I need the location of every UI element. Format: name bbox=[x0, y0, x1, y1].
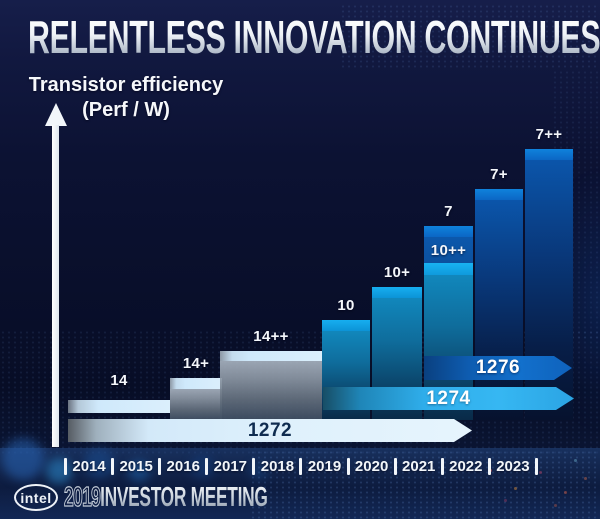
bar-cap bbox=[424, 226, 473, 237]
year-label: 2018 bbox=[260, 458, 295, 475]
y-axis-arrow-shaft bbox=[52, 125, 59, 447]
slide-title: RELENTLESS INNOVATION CONTINUES bbox=[28, 12, 600, 62]
axis-tick bbox=[111, 458, 115, 475]
bar-cap bbox=[475, 189, 523, 200]
year-label: 2016 bbox=[166, 458, 200, 475]
bar-14nm-plus-plus bbox=[220, 351, 322, 420]
process-band-label: 1274 bbox=[426, 387, 471, 409]
bar-cap bbox=[525, 149, 573, 160]
year-label: 2017 bbox=[213, 458, 248, 475]
year-label: 2021 bbox=[402, 458, 436, 475]
x-axis-years: 2014 2015 2016 2017 2018 2019 2020 2021 … bbox=[64, 457, 538, 476]
year-label: 2015 bbox=[119, 458, 153, 475]
bar-7nm-plus bbox=[475, 189, 523, 420]
circuit-texture bbox=[340, 4, 600, 70]
axis-tick bbox=[487, 458, 491, 475]
event-title: 2019INVESTOR MEETING bbox=[64, 481, 392, 512]
bar-cap bbox=[220, 351, 322, 361]
bokeh-glow bbox=[190, 455, 214, 479]
year-label: 2020 bbox=[354, 458, 389, 475]
y-axis-arrow-head-icon bbox=[45, 103, 67, 126]
node-label-14p: 14+ bbox=[182, 355, 210, 372]
axis-tick bbox=[534, 458, 538, 475]
bar-cap bbox=[424, 263, 473, 275]
node-label-10p: 10+ bbox=[383, 264, 411, 281]
bokeh-glow bbox=[46, 458, 72, 484]
bokeh-glow bbox=[2, 438, 44, 480]
event-year: 2019 bbox=[64, 481, 102, 512]
year-label: 2023 bbox=[496, 458, 530, 475]
axis-tick bbox=[299, 458, 303, 475]
bokeh-glow bbox=[128, 460, 150, 482]
axis-tick bbox=[64, 458, 67, 475]
y-axis-label: Transistor efficiency (Perf / W) bbox=[26, 73, 226, 123]
bar-body bbox=[525, 160, 573, 420]
bar-14nm bbox=[68, 400, 170, 413]
node-label-14: 14 bbox=[110, 372, 128, 389]
circuit-speckles bbox=[0, 0, 1, 1]
node-label-10: 10 bbox=[337, 297, 355, 314]
slide-title-text: RELENTLESS INNOVATION CONTINUES bbox=[28, 11, 600, 63]
process-band-1272: 1272 bbox=[68, 419, 472, 442]
bar-body bbox=[475, 200, 523, 420]
bar-body bbox=[220, 361, 322, 420]
intel-logo: intel bbox=[14, 484, 58, 511]
node-label-7: 7 bbox=[444, 203, 453, 220]
node-label-7pp: 7++ bbox=[535, 126, 563, 143]
bar-cap bbox=[372, 287, 422, 298]
process-band-1274: 1274 bbox=[323, 387, 574, 410]
year-label: 2022 bbox=[449, 458, 483, 475]
node-label-7p: 7+ bbox=[490, 166, 508, 183]
circuit-texture bbox=[250, 450, 600, 519]
axis-tick bbox=[393, 458, 397, 475]
bar-body bbox=[170, 389, 222, 420]
bar-cap bbox=[170, 378, 222, 389]
bar-cap bbox=[322, 320, 370, 331]
year-label: 2019 bbox=[307, 458, 342, 475]
y-axis-label-line2: (Perf / W) bbox=[82, 99, 170, 121]
node-label-10pp: 10++ bbox=[430, 242, 467, 259]
node-label-14pp: 14++ bbox=[253, 328, 289, 345]
axis-tick bbox=[252, 458, 256, 475]
axis-tick bbox=[346, 458, 350, 475]
process-band-1276: 1276 bbox=[424, 356, 572, 380]
axis-tick bbox=[158, 458, 162, 475]
process-band-label: 1276 bbox=[475, 357, 521, 378]
intel-logo-text: intel bbox=[20, 489, 52, 506]
axis-tick bbox=[205, 458, 209, 475]
bokeh-glow bbox=[84, 448, 114, 478]
process-band-label: 1272 bbox=[247, 419, 293, 441]
event-name: INVESTOR MEETING bbox=[100, 481, 268, 512]
year-label: 2014 bbox=[72, 458, 106, 475]
y-axis-label-line1: Transistor efficiency bbox=[28, 74, 224, 96]
axis-tick bbox=[440, 458, 444, 475]
bar-14nm-plus bbox=[170, 378, 222, 420]
